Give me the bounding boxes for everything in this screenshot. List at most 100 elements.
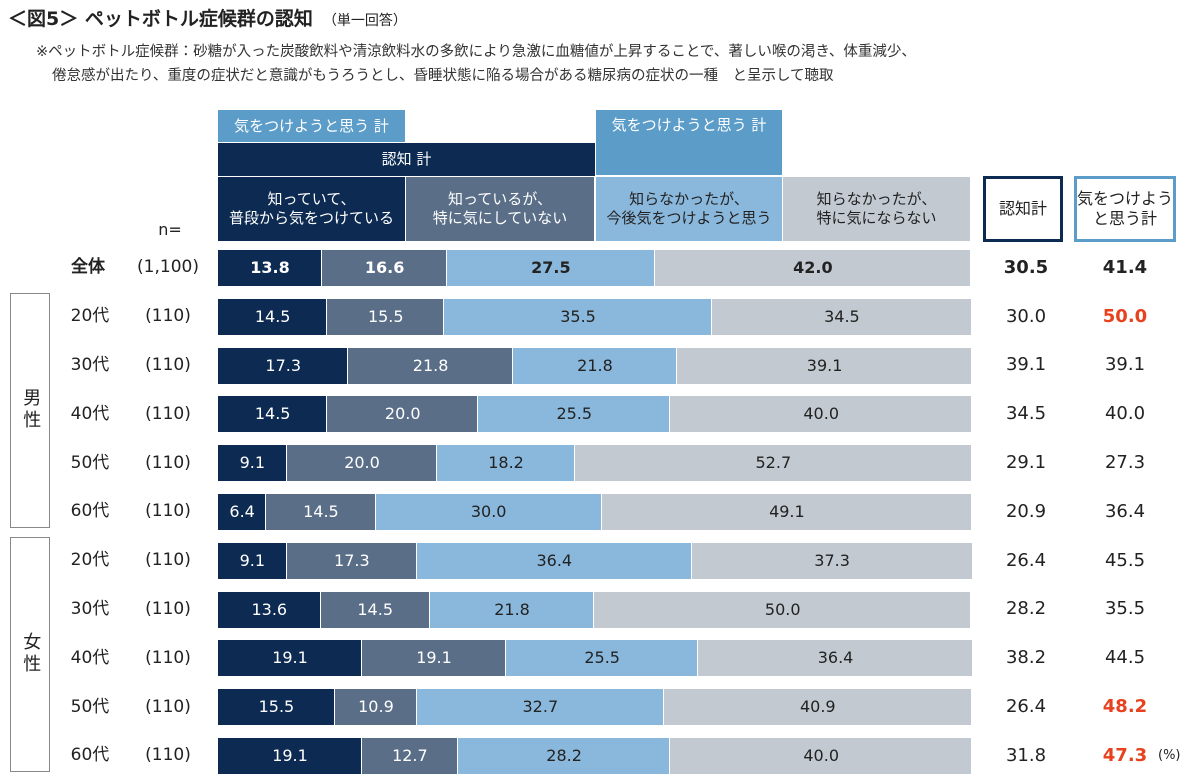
total-value: 50.0 (1102, 305, 1148, 327)
bar-value-label: 25.5 (584, 648, 620, 668)
bar-value-label: 14.5 (303, 502, 339, 521)
n-label: (1,100) (137, 257, 199, 278)
chart-title-block: ＜図5＞ ペットボトル症候群の認知 （単一回答） (8, 4, 407, 31)
bar-value-label: 16.6 (364, 258, 405, 277)
bar-segment (218, 640, 362, 677)
bar-segment (417, 689, 664, 726)
bar-value-label: 12.7 (392, 746, 428, 765)
bar-segment (218, 250, 323, 286)
bar-value-label: 35.5 (560, 306, 596, 326)
legend-header: 知っていて、 普段から気をつけている (218, 177, 405, 241)
bar-value-label: 32.7 (522, 697, 559, 717)
bar-value-label: 14.5 (357, 599, 393, 619)
total-value: 26.4 (1005, 549, 1047, 571)
row-label: 40代 (70, 403, 110, 424)
n-label: (110) (145, 550, 191, 571)
n-label: (110) (145, 354, 191, 375)
unit-label: (%) (1158, 748, 1181, 763)
bar-segment (417, 542, 692, 579)
bar-segment (375, 494, 602, 530)
bar-value-label: 21.8 (494, 599, 530, 619)
total-value: 44.5 (1104, 647, 1146, 669)
chart-title: ＜図5＞ ペットボトル症候群の認知 (8, 8, 313, 30)
total-header: 気をつけよう と思う計 (1074, 176, 1176, 242)
bar-segment (334, 689, 418, 726)
group-label: 女性 (10, 536, 50, 772)
bar-segment (677, 347, 972, 384)
bar-segment (218, 689, 335, 726)
title-note: （単一回答） (322, 13, 407, 29)
total-value: 48.2 (1102, 695, 1148, 717)
subtitle: ※ペットボトル症候群：砂糖が入った炭酸飲料や清涼飲料水の多飲により急激に血糖値が… (36, 44, 916, 60)
bar-segment (327, 298, 445, 335)
bar-value-label: 52.7 (755, 453, 792, 473)
bar-segment (218, 445, 287, 482)
total-value: 34.5 (1005, 403, 1047, 425)
total-value: 35.5 (1104, 598, 1146, 620)
row-label: 60代 (70, 745, 110, 766)
bar-value-label: 20.0 (384, 404, 421, 424)
row-label: 20代 (70, 550, 110, 571)
bar-segment (574, 445, 972, 482)
bar-segment (698, 640, 973, 677)
bar-segment (478, 396, 671, 433)
legend-header: 知らなかったが、 特に気にならない (783, 177, 970, 241)
bracket-header: 気をつけようと思う 計 (218, 110, 405, 142)
bar-value-label: 50.0 (764, 599, 801, 619)
row-label: 全体 (71, 257, 105, 278)
bar-value-label: 36.4 (817, 648, 854, 668)
bar-value-label: 37.3 (814, 550, 850, 570)
bar-value-label: 9.1 (239, 453, 266, 473)
row-label: 50代 (70, 452, 110, 473)
row-label: 60代 (70, 501, 110, 522)
bar-segment (601, 494, 972, 530)
total-value: 45.5 (1104, 549, 1146, 571)
bar-segment (506, 640, 699, 677)
n-label: (110) (145, 306, 191, 327)
bar-value-label: 17.3 (265, 355, 302, 375)
bar-segment (266, 494, 376, 530)
bar-value-label: 10.9 (358, 697, 394, 717)
total-value: 39.1 (1005, 354, 1047, 376)
bar-segment (512, 347, 678, 384)
bar-value-label: 13.8 (250, 258, 290, 277)
n-label: (110) (145, 452, 191, 473)
bar-segment (362, 738, 458, 774)
row-label: 20代 (70, 306, 110, 327)
total-value: 47.3 (1102, 744, 1148, 766)
bar-segment (429, 591, 595, 628)
subtitle: 倦怠感が出たり、重度の症状だと意識がもうろうとし、昏睡状態に陥る場合がある糖尿病… (52, 68, 834, 84)
bar-value-label: 18.2 (488, 453, 524, 473)
bar-segment (322, 250, 448, 286)
bar-segment (218, 494, 267, 530)
n-label: (110) (145, 598, 191, 619)
bar-segment (444, 298, 712, 335)
bar-value-label: 15.5 (367, 306, 404, 326)
n-label: (110) (145, 501, 191, 522)
bar-value-label: 21.8 (577, 355, 613, 375)
total-value: 27.3 (1104, 451, 1146, 473)
bar-value-label: 17.3 (334, 550, 370, 570)
bracket-header: 認知 計 (218, 143, 595, 176)
bar-value-label: 34.5 (824, 306, 860, 326)
bar-value-label: 13.6 (251, 599, 288, 619)
bar-value-label: 27.5 (531, 258, 571, 277)
bar-segment (362, 640, 506, 677)
bar-value-label: 40.0 (803, 404, 839, 424)
bar-value-label: 20.0 (344, 453, 380, 473)
bar-segment (670, 396, 972, 433)
bar-value-label: 9.1 (239, 550, 266, 570)
bar-value-label: 40.9 (799, 697, 836, 717)
bar-segment (327, 396, 479, 433)
bar-segment (691, 542, 973, 579)
bar-value-label: 6.4 (229, 502, 255, 521)
bar-value-label: 36.4 (536, 550, 573, 570)
row-label: 30代 (70, 598, 110, 619)
bar-segment (286, 542, 418, 579)
bar-value-label: 19.1 (272, 746, 308, 765)
total-value: 30.5 (1003, 256, 1049, 278)
bar-segment (711, 298, 972, 335)
bar-segment (218, 542, 287, 579)
total-value: 36.4 (1104, 500, 1146, 522)
